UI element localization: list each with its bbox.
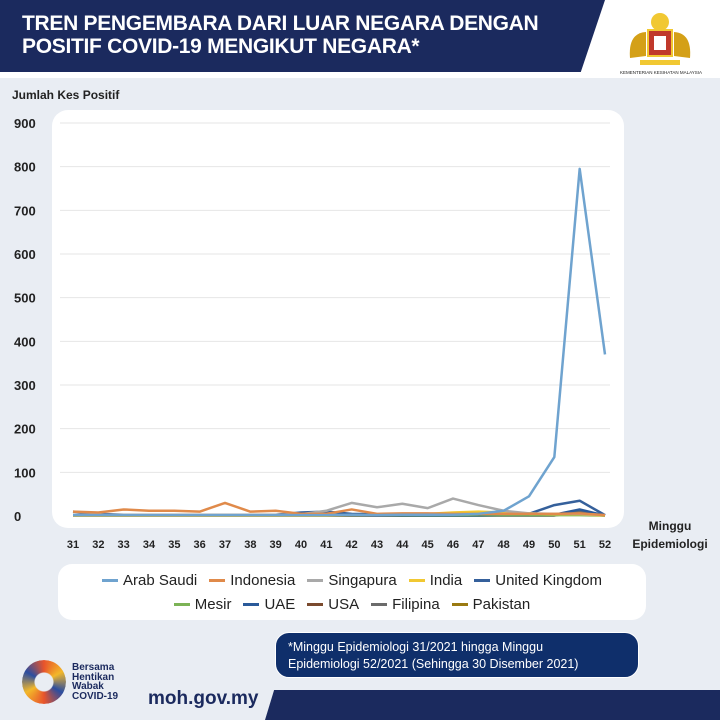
x-tick-label: 38 — [244, 539, 256, 551]
x-tick-label: 51 — [574, 539, 586, 551]
y-tick-label: 900 — [14, 116, 36, 131]
legend-item: Filipina — [371, 596, 440, 613]
legend-item: Singapura — [307, 571, 397, 589]
x-axis-label-line1: Minggu — [649, 519, 692, 533]
x-tick-label: 37 — [219, 539, 231, 551]
website-link[interactable]: moh.gov.my — [148, 688, 259, 709]
ministry-name: KEMENTERIAN KESIHATAN MALAYSIA — [619, 70, 703, 75]
x-tick-label: 34 — [143, 539, 156, 551]
legend-swatch — [243, 602, 260, 606]
y-tick-label: 0 — [14, 509, 21, 524]
x-tick-label: 31 — [67, 539, 79, 551]
y-tick-label: 600 — [14, 247, 36, 262]
y-tick-label: 700 — [14, 203, 36, 218]
y-tick-label: 400 — [14, 334, 36, 349]
footnote-line-1: *Minggu Epidemiologi 31/2021 hingga Ming… — [288, 640, 544, 654]
legend-label: USA — [328, 595, 360, 613]
legend-label: Pakistan — [472, 595, 531, 613]
x-tick-label: 50 — [548, 539, 560, 551]
legend-label: UAE — [264, 595, 296, 613]
footer-band — [265, 690, 720, 720]
legend-label: India — [429, 571, 463, 589]
x-tick-label: 49 — [523, 539, 535, 551]
brand-line: Bersama — [72, 662, 115, 673]
legend-swatch — [371, 602, 388, 606]
x-axis-label-line2: Epidemiologi — [632, 537, 707, 551]
legend-swatch — [451, 602, 468, 606]
legend-swatch — [474, 578, 491, 582]
x-tick-label: 52 — [599, 539, 611, 551]
x-tick-label: 39 — [270, 539, 282, 551]
title-line-2: POSITIF COVID-19 MENGIKUT NEGARA* — [22, 35, 420, 58]
y-axis-label: Jumlah Kes Positif — [12, 88, 120, 102]
legend-label: Mesir — [194, 595, 232, 613]
legend-label: Filipina — [392, 595, 440, 613]
legend-item: Arab Saudi — [102, 572, 197, 589]
brand-line: Hentikan — [72, 671, 115, 683]
x-tick-label: 35 — [168, 539, 180, 551]
legend-swatch — [307, 602, 324, 606]
x-tick-label: 42 — [346, 539, 358, 551]
legend-item: India — [408, 571, 463, 589]
series-line-arab-saudi — [73, 167, 607, 517]
header: TREN PENGEMBARA DARI LUAR NEGARA DENGAN … — [0, 0, 720, 78]
x-tick-label: 45 — [422, 539, 434, 551]
brand-line: COVID-19 — [72, 690, 119, 702]
x-tick-label: 33 — [118, 539, 130, 551]
series-line-indonesia — [72, 501, 606, 517]
plot-area — [52, 110, 624, 528]
x-tick-label: 41 — [320, 539, 332, 551]
header-band — [0, 0, 605, 72]
x-tick-label: 44 — [396, 539, 409, 551]
legend-swatch — [173, 602, 190, 606]
legend-label: Singapura — [328, 571, 397, 589]
legend-item: UAE — [243, 596, 295, 613]
x-tick-label: 46 — [447, 539, 459, 551]
x-tick-label: 32 — [92, 539, 104, 551]
legend-swatch — [408, 578, 425, 582]
x-tick-label: 40 — [295, 539, 307, 551]
x-tick-label: 43 — [371, 539, 383, 551]
page-title: TREN PENGEMBARA DARI LUAR NEGARA DENGAN … — [22, 12, 539, 58]
legend-item: USA — [307, 596, 359, 613]
legend-item: United Kingdom — [474, 572, 602, 589]
x-tick-label: 48 — [498, 539, 510, 551]
line-chart: 0 100 200 300 400 500 600 700 800 900 31 32 33 34 35 36… — [14, 116, 708, 551]
legend: Arab Saudi Indonesia Singapura India United … — [58, 564, 646, 620]
footnote: *Minggu Epidemiologi 31/2021 hingga Ming… — [275, 632, 639, 678]
y-tick-label: 800 — [14, 160, 36, 175]
y-tick-label: 200 — [14, 422, 36, 437]
legend-swatch — [307, 578, 324, 582]
sunburst-icon — [22, 660, 66, 704]
legend-item: Mesir — [173, 595, 232, 613]
legend-swatch — [102, 578, 119, 582]
legend-item: Pakistan — [451, 595, 531, 613]
y-tick-label: 500 — [14, 291, 36, 306]
legend-swatch — [209, 578, 226, 582]
legend-label: Indonesia — [230, 571, 296, 589]
y-tick-label: 300 — [14, 378, 36, 393]
coat-of-arms-logo — [629, 13, 691, 65]
x-tick-label: 36 — [194, 539, 206, 551]
legend-label: United Kingdom — [495, 571, 602, 589]
x-tick-label: 47 — [472, 539, 484, 551]
legend-item: Indonesia — [209, 572, 295, 589]
title-line-1: TREN PENGEMBARA DARI LUAR NEGARA DENGAN — [22, 12, 539, 35]
brand-line: Wabak — [72, 681, 104, 692]
legend-label: Arab Saudi — [123, 571, 198, 589]
footnote-line-2: Epidemiologi 52/2021 (Sehingga 30 Disemb… — [288, 657, 579, 671]
campaign-logo: Bersama Hentikan Wabak COVID-19 — [22, 660, 118, 704]
y-tick-label: 100 — [14, 465, 36, 480]
